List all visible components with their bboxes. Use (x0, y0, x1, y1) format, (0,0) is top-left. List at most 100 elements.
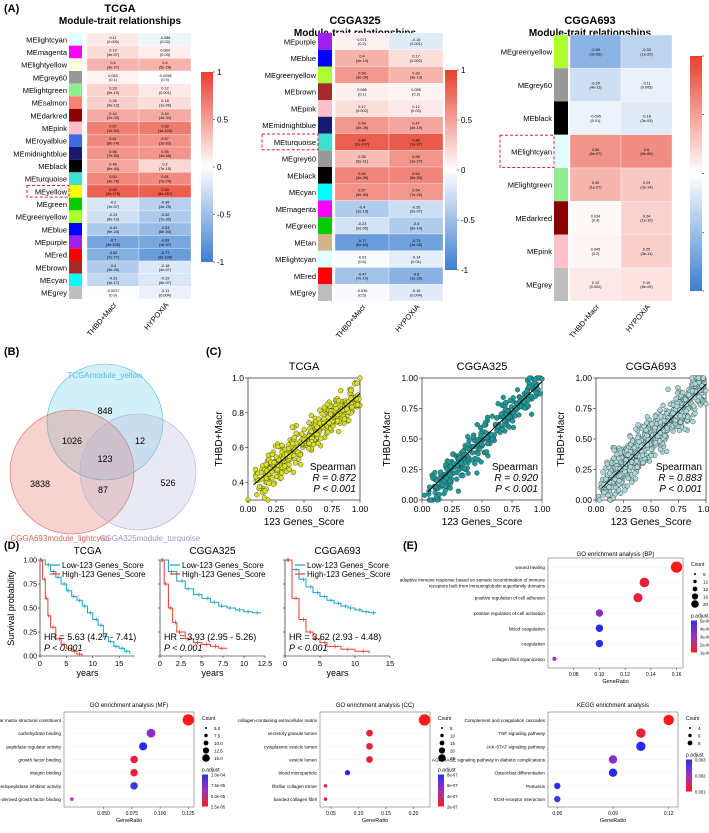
scatter-point (436, 491, 442, 498)
dotplot-title: GO enrichment analysis (CC) (336, 703, 414, 709)
scatter-point (447, 485, 453, 491)
dotplot-title: GO enrichment analysis (BP) (577, 552, 655, 558)
heatmap-cell-pvalue: (0.01) (411, 260, 422, 264)
y-tick-label: 0.50 (575, 434, 592, 444)
size-legend-dot (439, 740, 445, 746)
heatmap-cell-value: 0.61 (161, 175, 168, 179)
scatter-point (259, 476, 265, 482)
heatmap-cell-pvalue: (6e-44) (107, 167, 120, 171)
scatter-point (633, 426, 639, 432)
module-color-swatch (318, 83, 332, 100)
heatmap-cell-value: -0.11 (161, 289, 169, 293)
km-title: TCGA (74, 546, 102, 557)
scatter-point (689, 375, 695, 381)
scatter-point (625, 475, 631, 481)
y-axis-label: Survival probability (6, 570, 16, 646)
venn-count: 123 (97, 454, 112, 464)
size-legend-label: 8 (703, 572, 706, 577)
heatmap-cell-value: 0.045 (591, 248, 601, 252)
heatmap-row-label: MEgreenyellow (16, 213, 68, 222)
term-label: positive regulation of cell activation (474, 611, 545, 616)
term-label: Complement and coagulation cascades (465, 718, 546, 723)
colorbar (445, 70, 457, 270)
scatter-point (514, 387, 521, 393)
scatter-point (258, 470, 265, 476)
module-color-swatch (318, 66, 332, 84)
heatmap-cell-pvalue: (0.2) (358, 42, 367, 46)
x-tick-label: 7.5 (218, 659, 228, 668)
scatter-point (271, 459, 277, 466)
color-legend-bar (438, 774, 444, 807)
module-color-swatch (69, 235, 82, 249)
heatmap-cell-pvalue: (3e-26) (356, 126, 369, 130)
heatmap-row-label: MEred (294, 272, 316, 281)
heatmap-row-label: MEgrey60 (33, 73, 67, 82)
size-legend-dot (689, 727, 691, 729)
venn-count: 12 (135, 436, 145, 446)
heatmap-cell-value: 0.54 (358, 71, 365, 75)
module-color-swatch (318, 284, 332, 301)
venn-set-label: TCGAmodule_yellow (67, 371, 142, 380)
x-axis-label: GeneRatio (116, 818, 142, 824)
scatter-point (606, 470, 613, 476)
term-label: peptidase regulator activity (6, 744, 61, 749)
heatmap-cell-pvalue: (4e-34) (159, 116, 172, 120)
scatter-point (500, 394, 506, 401)
heatmap-cell-pvalue: (0.9) (161, 78, 170, 82)
stat-label: P < 0.001 (495, 484, 538, 495)
heatmap-cell (569, 101, 622, 135)
color-legend-title: p.adjust (202, 768, 220, 774)
color-legend-label: 7.5e-05 (211, 783, 226, 788)
scatter-point (483, 430, 489, 436)
heatmap-cell-pvalue: (4e-14) (356, 59, 369, 63)
scatter-point (261, 495, 268, 501)
y-tick-label: 0.75 (23, 582, 37, 589)
scatter-point (636, 439, 642, 445)
heatmap-row-label: MEpink (42, 124, 67, 133)
enrichment-dot (366, 729, 373, 737)
module-color-swatch (69, 45, 82, 59)
scatter-point (465, 470, 471, 476)
term-label: Osteoclast differentiation (495, 771, 546, 776)
heatmap-cell-pvalue: (0.03) (160, 53, 171, 57)
heatmap-cell-pvalue: (0.001) (410, 42, 423, 46)
scatter-point (525, 397, 532, 403)
heatmap-cell-pvalue: (0.001) (159, 91, 172, 95)
scatter-point (489, 432, 495, 438)
scatter-point (675, 385, 681, 391)
x-tick-label: 1.00 (352, 504, 369, 514)
module-color-swatch (554, 101, 568, 135)
heatmap-cell (620, 234, 673, 268)
x-tick-label: 0.06 (552, 811, 562, 817)
scatter-point (610, 495, 616, 501)
heatmap-cell-value: -0.23 (358, 222, 367, 226)
dotplot-title: GO enrichment analysis (MF) (90, 703, 168, 709)
scatter-point (495, 424, 501, 430)
size-legend-dot (202, 754, 210, 762)
colorbar-tick-label: 0.5 (461, 116, 473, 125)
scatter-point (263, 475, 269, 481)
module-color-swatch (69, 109, 82, 122)
heatmap-cell-value: 0.64 (358, 172, 365, 176)
scatter-point (290, 469, 296, 476)
x-tick-label: 1.00 (534, 504, 551, 514)
scatter-point (296, 456, 302, 462)
survival-curve (160, 559, 261, 614)
x-tick-label: 0 (38, 659, 42, 668)
term-label: collagen fibril organization (492, 657, 546, 662)
legend-label: High-123 Genes_Score (182, 570, 266, 579)
scatter-point (301, 427, 307, 433)
heatmap-row-label: MElightcyan (511, 147, 552, 156)
heatmap-cell-value: -0.19 (161, 277, 170, 281)
module-color-swatch (318, 33, 332, 50)
size-legend-dot (438, 754, 446, 762)
heatmap-cell-value: -0.4 (110, 264, 117, 268)
heatmap-cell-pvalue: (7e-15) (159, 167, 172, 171)
colorbar-tick-label: -1 (217, 258, 225, 267)
heatmap-cell-value: -0.25 (591, 81, 600, 85)
heatmap-cell-value: -0.77 (358, 239, 367, 243)
heatmap-cell-pvalue: (3e-76) (107, 179, 120, 183)
heatmap-cell-pvalue: (1e-27) (589, 185, 602, 189)
term-label: blood microparticle (278, 771, 317, 776)
